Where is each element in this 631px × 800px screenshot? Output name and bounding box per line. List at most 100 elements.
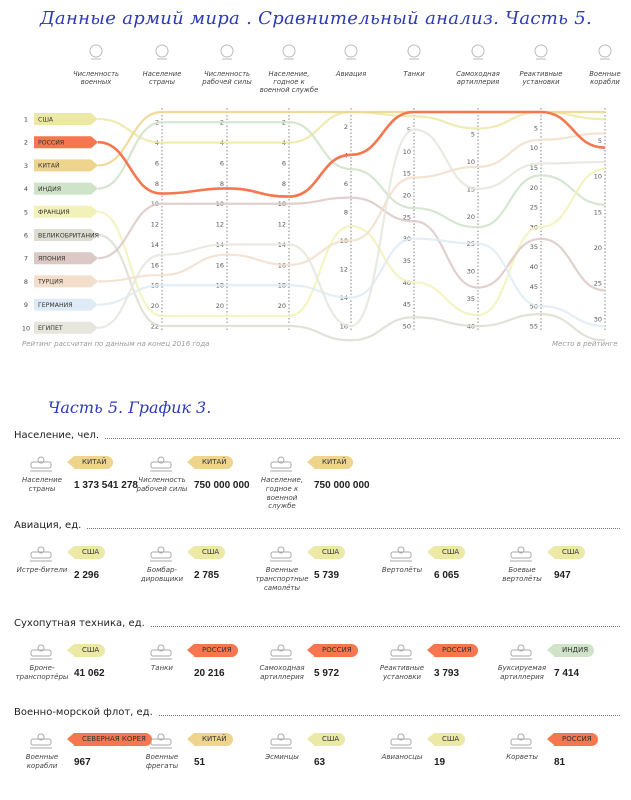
category-header: Авиация, ед. bbox=[14, 520, 620, 534]
rating-note: Рейтинг рассчитан по данным на конец 201… bbox=[22, 340, 210, 348]
series-line-8 bbox=[97, 132, 606, 283]
stat-value: 2 785 bbox=[194, 570, 220, 581]
leader-badge: КИТАЙ bbox=[307, 456, 353, 469]
divider bbox=[14, 528, 620, 529]
category-header: Население, чел. bbox=[14, 430, 620, 444]
category-title: Население, чел. bbox=[14, 430, 106, 441]
tick-label: 10 bbox=[467, 158, 475, 166]
tick-label: 35 bbox=[530, 243, 538, 251]
stat-value: 63 bbox=[314, 757, 326, 768]
tick-label: 20 bbox=[278, 302, 286, 310]
tank-icon bbox=[407, 44, 421, 60]
axis-label: Реактивные установки bbox=[520, 70, 563, 86]
axis-label: Военные корабли bbox=[589, 70, 620, 86]
country-name: ТУРЦИЯ bbox=[37, 279, 63, 286]
rank-label: 7 bbox=[24, 255, 28, 263]
stat-item: Бомбар-дировщики США 2 785 bbox=[134, 544, 256, 598]
series-line-6 bbox=[97, 233, 606, 342]
artillery-icon bbox=[471, 44, 485, 60]
category-title: Авиация, ед. bbox=[14, 520, 88, 531]
stat-value: 750 000 000 bbox=[194, 480, 250, 491]
leader-badge: США bbox=[186, 546, 226, 559]
stat-item: Военные корабли СЕВЕРНАЯ КОРЕЯ 967 bbox=[14, 731, 152, 785]
stat-item: Численность рабочей силы КИТАЙ 750 000 000 bbox=[134, 454, 256, 508]
leader-badge: США bbox=[66, 644, 106, 657]
tick-label: 35 bbox=[403, 257, 411, 265]
tick-label: 5 bbox=[598, 137, 602, 145]
leader-badge: США bbox=[306, 546, 346, 559]
tick-label: 30 bbox=[594, 315, 602, 323]
destroyer-icon bbox=[268, 731, 294, 751]
stat-value: 41 062 bbox=[74, 668, 105, 679]
leader-badge: США bbox=[306, 733, 346, 746]
tick-label: 20 bbox=[151, 302, 159, 310]
tick-label: 15 bbox=[467, 185, 475, 193]
tick-label: 8 bbox=[155, 180, 159, 188]
country-badge-10: ЕГИПЕТ bbox=[34, 321, 98, 334]
stat-item: Эсминцы США 63 bbox=[254, 731, 376, 785]
leader-badge: КИТАЙ bbox=[67, 456, 113, 469]
country-name: ЕГИПЕТ bbox=[38, 325, 63, 332]
stat-item: Население страны КИТАЙ 1 373 541 278 bbox=[14, 454, 138, 508]
country-name: ФРАНЦИЯ bbox=[38, 209, 70, 216]
country-badge-2: РОССИЯ bbox=[34, 136, 98, 149]
country-badge-8: ТУРЦИЯ bbox=[34, 275, 98, 288]
stat-item: Военные транспортные самолёты США 5 739 bbox=[254, 544, 376, 598]
tick-label: 6 bbox=[220, 159, 224, 167]
series-line-3 bbox=[97, 110, 605, 167]
tick-label: 8 bbox=[220, 180, 224, 188]
axis-label: Танки bbox=[403, 70, 425, 78]
leader-badge: США bbox=[426, 733, 466, 746]
stat-value: 967 bbox=[74, 757, 91, 768]
aviation-icon bbox=[344, 44, 358, 60]
stat-label: Население страны bbox=[22, 476, 62, 493]
tick-label: 25 bbox=[530, 204, 538, 212]
rank-label: 3 bbox=[24, 162, 28, 170]
frigate-icon bbox=[148, 731, 174, 751]
tick-label: 20 bbox=[530, 184, 538, 192]
stat-label: Военные фрегаты bbox=[145, 753, 179, 770]
tick-label: 15 bbox=[530, 164, 538, 172]
country-name: ЯПОНИЯ bbox=[38, 256, 65, 263]
country-name: ВЕЛИКОБРИТАНИЯ bbox=[38, 232, 99, 239]
workforce-icon bbox=[220, 44, 234, 60]
stat-label: Броне-транспортёры bbox=[15, 664, 69, 681]
leader-badge: РОССИЯ bbox=[427, 644, 478, 657]
rank-label: 8 bbox=[24, 278, 28, 286]
tick-label: 5 bbox=[407, 126, 411, 134]
stat-value: 19 bbox=[434, 757, 446, 768]
tick-label: 25 bbox=[403, 213, 411, 221]
axis-label: Население, годное к военной службе bbox=[260, 70, 319, 94]
leader-badge: США bbox=[546, 546, 586, 559]
axis-label: Численность рабочей силы bbox=[201, 70, 252, 86]
stat-item: Истре-бители США 2 296 bbox=[14, 544, 136, 598]
tick-label: 20 bbox=[403, 191, 411, 199]
leader-badge: США bbox=[66, 546, 106, 559]
stat-value: 7 414 bbox=[554, 668, 580, 679]
tick-label: 20 bbox=[467, 213, 475, 221]
stat-label: Боевые вертолёты bbox=[502, 566, 542, 583]
category-title: Военно-морской флот, ед. bbox=[14, 707, 159, 718]
tick-label: 12 bbox=[151, 221, 159, 229]
helicopter-icon bbox=[388, 544, 414, 564]
tick-label: 20 bbox=[594, 244, 602, 252]
tick-label: 40 bbox=[530, 263, 538, 271]
stat-label: Вертолёты bbox=[381, 566, 423, 574]
stat-label: Самоходная артиллерия bbox=[259, 664, 305, 681]
country-badge-3: КИТАЙ bbox=[34, 159, 98, 172]
tick-label: 55 bbox=[530, 323, 538, 331]
stat-item: Военные фрегаты КИТАЙ 51 bbox=[134, 731, 256, 785]
apc-icon bbox=[28, 642, 54, 662]
aircraft-carrier-icon bbox=[388, 731, 414, 751]
leader-badge: ИНДИЯ bbox=[546, 644, 595, 657]
leader-badge: КИТАЙ bbox=[187, 456, 233, 469]
tick-label: 6 bbox=[344, 180, 348, 188]
stat-item: Боевые вертолёты США 947 bbox=[494, 544, 616, 598]
place-note: Место в рейтинге bbox=[552, 340, 618, 348]
country-name: РОССИЯ bbox=[38, 140, 64, 147]
rank-label: 10 bbox=[22, 324, 30, 332]
tick-label: 10 bbox=[530, 144, 538, 152]
leader-badge: КИТАЙ bbox=[187, 733, 233, 746]
tick-label: 5 bbox=[534, 124, 538, 132]
stat-value: 81 bbox=[554, 757, 566, 768]
